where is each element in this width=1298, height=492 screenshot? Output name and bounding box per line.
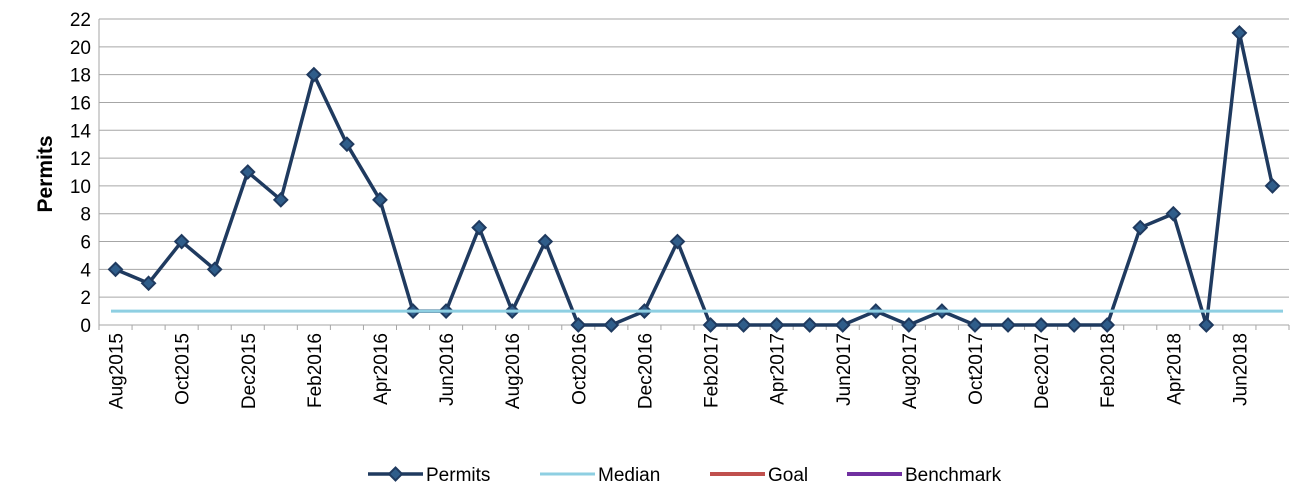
data-point-permits xyxy=(339,136,355,153)
x-axis-ticks: Aug2015 Oct2015 Dec2015 Feb2016 Apr2016 Jun20… xyxy=(98,325,1290,409)
x-tick-label: Aug2016 xyxy=(503,333,524,409)
data-point-permits xyxy=(603,317,620,333)
legend-label-permits: Permits xyxy=(426,465,490,486)
y-tick-label: 4 xyxy=(80,260,91,281)
data-point-permits xyxy=(372,191,388,208)
data-point-permits xyxy=(537,233,554,250)
data-point-permits xyxy=(239,164,256,180)
y-tick-label: 20 xyxy=(70,38,91,59)
y-tick-label: 2 xyxy=(80,288,91,309)
y-tick-label: 22 xyxy=(70,10,91,31)
data-point-permits xyxy=(1198,317,1215,333)
data-point-permits xyxy=(173,233,190,250)
data-point-permits xyxy=(768,317,785,333)
x-tick-label: Oct2017 xyxy=(966,333,987,405)
series-line-permits xyxy=(114,31,1275,327)
data-point-permits xyxy=(1165,205,1182,222)
data-point-permits xyxy=(1033,317,1049,333)
y-tick-label: 8 xyxy=(80,205,91,226)
legend-marker-permits xyxy=(387,466,404,482)
y-tick-label: 16 xyxy=(70,93,91,114)
legend-label-median: Median xyxy=(598,465,660,486)
x-tick-label: Oct2016 xyxy=(569,333,590,405)
y-tick-label: 14 xyxy=(70,121,92,142)
data-point-permits xyxy=(471,219,488,236)
data-point-permits xyxy=(1000,317,1016,333)
data-point-permits xyxy=(206,261,223,278)
data-point-permits xyxy=(1099,317,1116,333)
data-point-permits xyxy=(1132,219,1149,236)
x-tick-label: Oct2015 xyxy=(173,333,194,405)
x-tick-label: Aug2015 xyxy=(107,333,128,409)
y-tick-label: 18 xyxy=(70,66,91,87)
data-point-permits xyxy=(1231,24,1248,41)
data-point-permits xyxy=(967,317,983,333)
data-point-permits xyxy=(735,317,752,333)
data-point-permits xyxy=(669,233,686,250)
x-tick-label: Jun2017 xyxy=(834,333,855,406)
y-tick-label: 12 xyxy=(70,149,91,170)
y-tick-label: 10 xyxy=(70,177,91,198)
x-tick-label: Dec2017 xyxy=(1032,333,1053,409)
data-point-permits xyxy=(702,317,719,333)
x-tick-label: Feb2017 xyxy=(702,333,723,408)
data-point-permits xyxy=(801,317,818,333)
data-point-permits xyxy=(1066,317,1083,333)
data-point-permits xyxy=(140,275,157,292)
x-tick-label: Jun2018 xyxy=(1230,333,1251,406)
x-tick-label: Dec2015 xyxy=(239,333,260,409)
legend-label-benchmark: Benchmark xyxy=(905,465,1002,486)
x-tick-label: Dec2016 xyxy=(635,333,656,409)
y-axis-ticks: 0 2 4 6 8 10 12 14 16 18 20 22 xyxy=(70,10,92,337)
y-tick-label: 6 xyxy=(80,233,91,254)
data-point-permits xyxy=(1264,177,1281,194)
series-layer xyxy=(107,24,1283,333)
legend-label-goal: Goal xyxy=(768,465,808,486)
x-tick-label: Jun2016 xyxy=(437,333,458,406)
y-tick-label: 0 xyxy=(80,316,91,337)
x-tick-label: Apr2016 xyxy=(371,333,392,405)
data-point-permits xyxy=(834,317,851,333)
x-tick-label: Feb2016 xyxy=(305,333,326,408)
x-tick-label: Aug2017 xyxy=(900,333,921,409)
legend: Permits Median Goal Benchmark xyxy=(368,465,1002,486)
x-tick-label: Apr2017 xyxy=(768,333,789,405)
data-point-permits xyxy=(900,317,917,333)
x-tick-label: Feb2018 xyxy=(1098,333,1119,408)
data-point-permits xyxy=(305,66,322,83)
x-tick-label: Apr2018 xyxy=(1164,333,1185,405)
data-point-permits xyxy=(272,191,289,208)
data-point-permits xyxy=(570,317,587,333)
data-point-permits xyxy=(107,261,124,278)
y-axis-label: Permits xyxy=(34,135,57,212)
